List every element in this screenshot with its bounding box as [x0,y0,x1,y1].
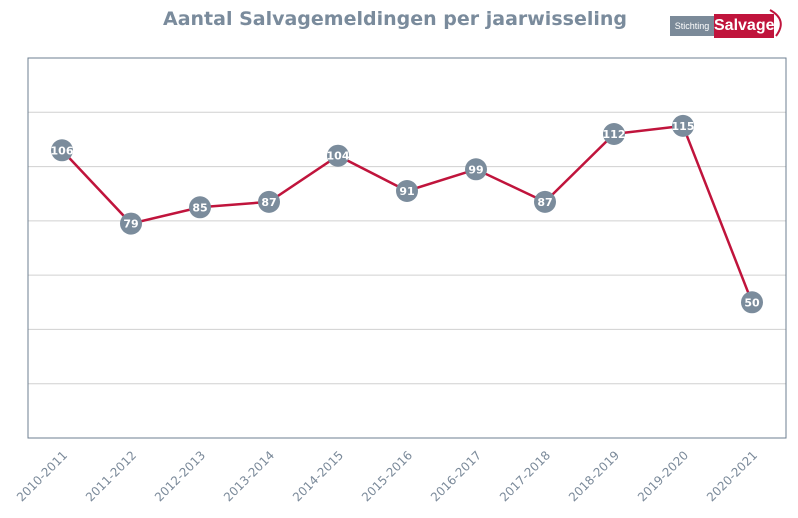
x-tick-label: 2020-2021 [704,448,760,504]
logo-salvage-text: Salvage [714,14,774,38]
chart-title: Aantal Salvagemeldingen per jaarwisselin… [163,8,627,30]
x-tick-label: 2017-2018 [497,448,553,504]
salvage-logo: Stichting Salvage [670,6,788,40]
data-point [672,114,694,137]
data-label: 112 [603,128,626,141]
data-point [327,144,349,167]
logo-swoosh-icon [769,9,782,37]
x-tick-label: 2013-2014 [221,448,277,504]
data-point [258,190,280,213]
gridlines [28,111,786,385]
data-point [396,180,418,202]
x-tick-label: 2010-2011 [14,448,70,504]
data-label: 106 [51,144,74,157]
data-label: 79 [123,218,138,231]
data-point [189,196,211,219]
x-tick-label: 2016-2017 [428,448,484,504]
data-point [51,139,73,162]
x-tick-label: 2015-2016 [359,448,415,504]
data-point [534,190,556,213]
data-point [603,123,625,145]
x-tick-label: 2012-2013 [152,448,208,504]
series-line [61,124,754,303]
x-tick-label: 2019-2020 [635,448,691,504]
data-label: 50 [744,296,760,309]
data-point [741,291,763,314]
data-label: 115 [672,120,695,133]
x-tick-label: 2018-2019 [566,448,622,504]
x-tick-label: 2011-2012 [83,448,139,504]
x-tick-label: 2014-2015 [290,448,346,504]
data-point [465,158,487,181]
data-point [120,212,142,235]
x-axis-tick-labels: 2010-2011 2011-2012 2012-2013 2013-2014 2014… [14,448,760,504]
logo-stichting-text: Stichting [670,16,714,36]
data-label: 104 [327,150,350,163]
data-label: 99 [468,163,483,176]
data-label: 91 [399,185,414,198]
plot-area [27,57,787,439]
data-markers: 106 79 85 87 104 91 99 87 112 115 50 [51,114,763,314]
data-label: 87 [537,196,552,209]
data-label: 85 [192,201,207,214]
data-label: 87 [261,196,276,209]
